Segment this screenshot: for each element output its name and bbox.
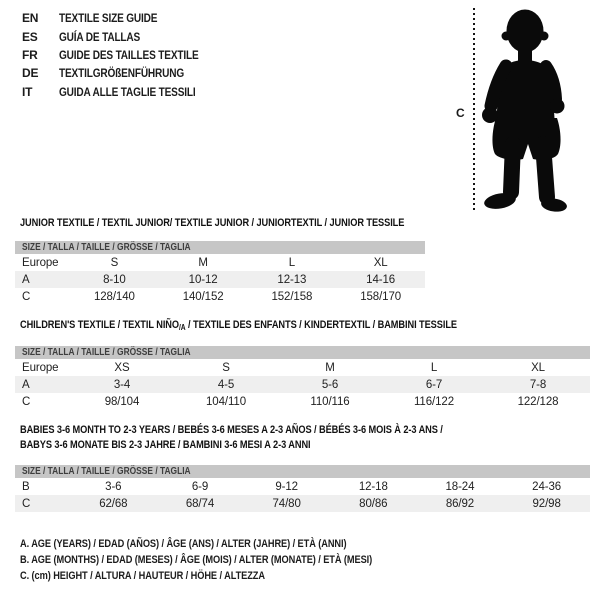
value-cell: 3-4 (70, 376, 174, 393)
table-row-age: A 3-4 4-5 5-6 6-7 7-8 (15, 376, 590, 393)
size-header-label: SIZE / TALLA / TAILLE / GRÖSSE / TAGLIA (22, 347, 191, 358)
value-cell: 3-6 (105, 480, 122, 493)
language-title: GUIDE DES TAILLES TEXTILE (59, 47, 199, 62)
size-cell: S (222, 361, 230, 374)
children-table-title: CHILDREN'S TEXTILE / TEXTIL NIÑO/A / TEX… (20, 319, 540, 332)
size-header-bar: SIZE / TALLA / TAILLE / GRÖSSE / TAGLIA (15, 465, 590, 478)
value-cell: 152/158 (271, 290, 313, 303)
row-label-cell: C (22, 290, 31, 303)
language-code: IT (22, 84, 33, 99)
table-row-europe: Europe XS S M L XL (15, 359, 590, 376)
language-code: FR (22, 47, 38, 62)
subscript-text: /A (178, 323, 186, 332)
value-cell: 5-6 (278, 376, 382, 393)
babies-title-line2: BABYS 3-6 MONATE BIS 2-3 JAHRE / BAMBINI… (20, 439, 311, 451)
row-label-cell: A (15, 376, 70, 393)
babies-size-table: SIZE / TALLA / TAILLE / GRÖSSE / TAGLIA … (15, 465, 590, 512)
height-marker-dotted-line (473, 8, 475, 211)
legend-note-c: C. (cm) HEIGHT / ALTURA / HAUTEUR / HÖHE… (20, 570, 265, 583)
children-size-table: SIZE / TALLA / TAILLE / GRÖSSE / TAGLIA … (15, 346, 590, 410)
value-cell: 62/68 (70, 495, 157, 512)
size-header-bar: SIZE / TALLA / TAILLE / GRÖSSE / TAGLIA (15, 241, 425, 254)
value-cell: 14-16 (336, 271, 425, 288)
size-cell: XS (114, 361, 130, 374)
table-row-age: A 8-10 10-12 12-13 14-16 (15, 271, 425, 288)
value-cell: 8-10 (70, 271, 159, 288)
babies-title-line1: BABIES 3-6 MONTH TO 2-3 YEARS / BEBÉS 3-… (20, 424, 443, 436)
size-header-bar: SIZE / TALLA / TAILLE / GRÖSSE / TAGLIA (15, 346, 590, 359)
language-code: DE (22, 66, 39, 81)
value-cell: 10-12 (158, 271, 248, 288)
value-cell: 110/116 (310, 395, 350, 408)
value-cell: 92/98 (503, 495, 590, 512)
size-cell: XL (373, 256, 388, 269)
table-row-height: C 62/68 68/74 74/80 80/86 86/92 92/98 (15, 495, 590, 512)
row-label-cell: Europe (22, 361, 59, 374)
babies-table-grid: B 3-6 6-9 9-12 12-18 18-24 24-36 C 62/68… (15, 478, 590, 512)
row-label-cell: C (15, 495, 70, 512)
value-cell: 80/86 (329, 495, 417, 512)
language-title: TEXTILE SIZE GUIDE (59, 11, 158, 26)
junior-table-title-text: JUNIOR TEXTILE / TEXTIL JUNIOR/ TEXTILE … (20, 217, 405, 229)
size-cell: XL (531, 361, 545, 374)
table-row-months: B 3-6 6-9 9-12 12-18 18-24 24-36 (15, 478, 590, 495)
children-table-title-text: CHILDREN'S TEXTILE / TEXTIL NIÑO/A / TEX… (20, 319, 457, 332)
value-cell: 9-12 (275, 480, 298, 493)
junior-table-title: JUNIOR TEXTILE / TEXTIL JUNIOR/ TEXTILE … (20, 217, 478, 229)
value-cell: 7-8 (486, 376, 590, 393)
children-table-grid: Europe XS S M L XL A 3-4 4-5 5-6 6-7 7-8… (15, 359, 590, 410)
babies-table-title: BABIES 3-6 MONTH TO 2-3 YEARS / BEBÉS 3-… (20, 423, 523, 453)
table-row-height: C 98/104 104/110 110/116 116/122 122/128 (15, 393, 590, 410)
value-cell: 74/80 (243, 495, 330, 512)
language-code: ES (22, 29, 38, 44)
junior-table-grid: Europe S M L XL A 8-10 10-12 12-13 14-16… (15, 254, 425, 305)
value-cell: 68/74 (156, 495, 244, 512)
language-list: EN TEXTILE SIZE GUIDE ES GUÍA DE TALLAS … (22, 9, 225, 101)
language-title: GUÍA DE TALLAS (59, 29, 141, 44)
size-cell: M (325, 361, 335, 374)
language-code: EN (22, 11, 39, 26)
language-row-it: IT GUIDA ALLE TAGLIE TESSILI (22, 83, 225, 101)
value-cell: 98/104 (104, 395, 140, 408)
language-row-fr: FR GUIDE DES TAILLES TEXTILE (22, 46, 225, 64)
language-title: TEXTILGRÖßENFÜHRUNG (59, 66, 185, 81)
value-cell: 128/140 (93, 290, 135, 303)
row-label-cell: A (15, 271, 70, 288)
value-cell: 86/92 (416, 495, 504, 512)
height-marker-label: C (456, 106, 465, 120)
value-cell: 4-5 (174, 376, 278, 393)
legend-note-b: B. AGE (MONTHS) / EDAD (MESES) / ÂGE (MO… (20, 554, 373, 567)
value-cell: 24-36 (532, 480, 562, 493)
language-title: GUIDA ALLE TAGLIE TESSILI (59, 84, 196, 99)
value-cell: 158/170 (360, 290, 402, 303)
row-label-cell: Europe (22, 256, 59, 269)
table-row-europe: Europe S M L XL (15, 254, 425, 271)
size-cell: S (110, 256, 119, 269)
table-row-height: C 128/140 140/152 152/158 158/170 (15, 288, 425, 305)
language-row-de: DE TEXTILGRÖßENFÜHRUNG (22, 64, 225, 82)
value-cell: 6-9 (191, 480, 209, 493)
size-cell: M (198, 256, 208, 269)
size-cell: L (430, 361, 438, 374)
value-cell: 122/128 (517, 395, 559, 408)
value-cell: 12-13 (247, 271, 337, 288)
size-header-label: SIZE / TALLA / TAILLE / GRÖSSE / TAGLIA (22, 242, 191, 253)
language-row-es: ES GUÍA DE TALLAS (22, 27, 225, 45)
language-row-en: EN TEXTILE SIZE GUIDE (22, 9, 225, 27)
value-cell: 140/152 (182, 290, 224, 303)
size-header-label: SIZE / TALLA / TAILLE / GRÖSSE / TAGLIA (22, 466, 191, 477)
value-cell: 116/122 (413, 395, 455, 408)
legend-note-a: A. AGE (YEARS) / EDAD (AÑOS) / ÂGE (ANS)… (20, 538, 347, 550)
value-cell: 12-18 (358, 480, 388, 493)
value-cell: 104/110 (205, 395, 247, 408)
junior-size-table: SIZE / TALLA / TAILLE / GRÖSSE / TAGLIA … (15, 241, 425, 305)
value-cell: 6-7 (382, 376, 486, 393)
row-label-cell: B (22, 480, 30, 493)
value-cell: 18-24 (445, 480, 475, 493)
baby-silhouette (482, 9, 567, 212)
row-label-cell: C (22, 395, 31, 408)
size-cell: L (288, 256, 296, 269)
legend-notes: A. AGE (YEARS) / EDAD (AÑOS) / ÂGE (ANS)… (20, 536, 439, 585)
